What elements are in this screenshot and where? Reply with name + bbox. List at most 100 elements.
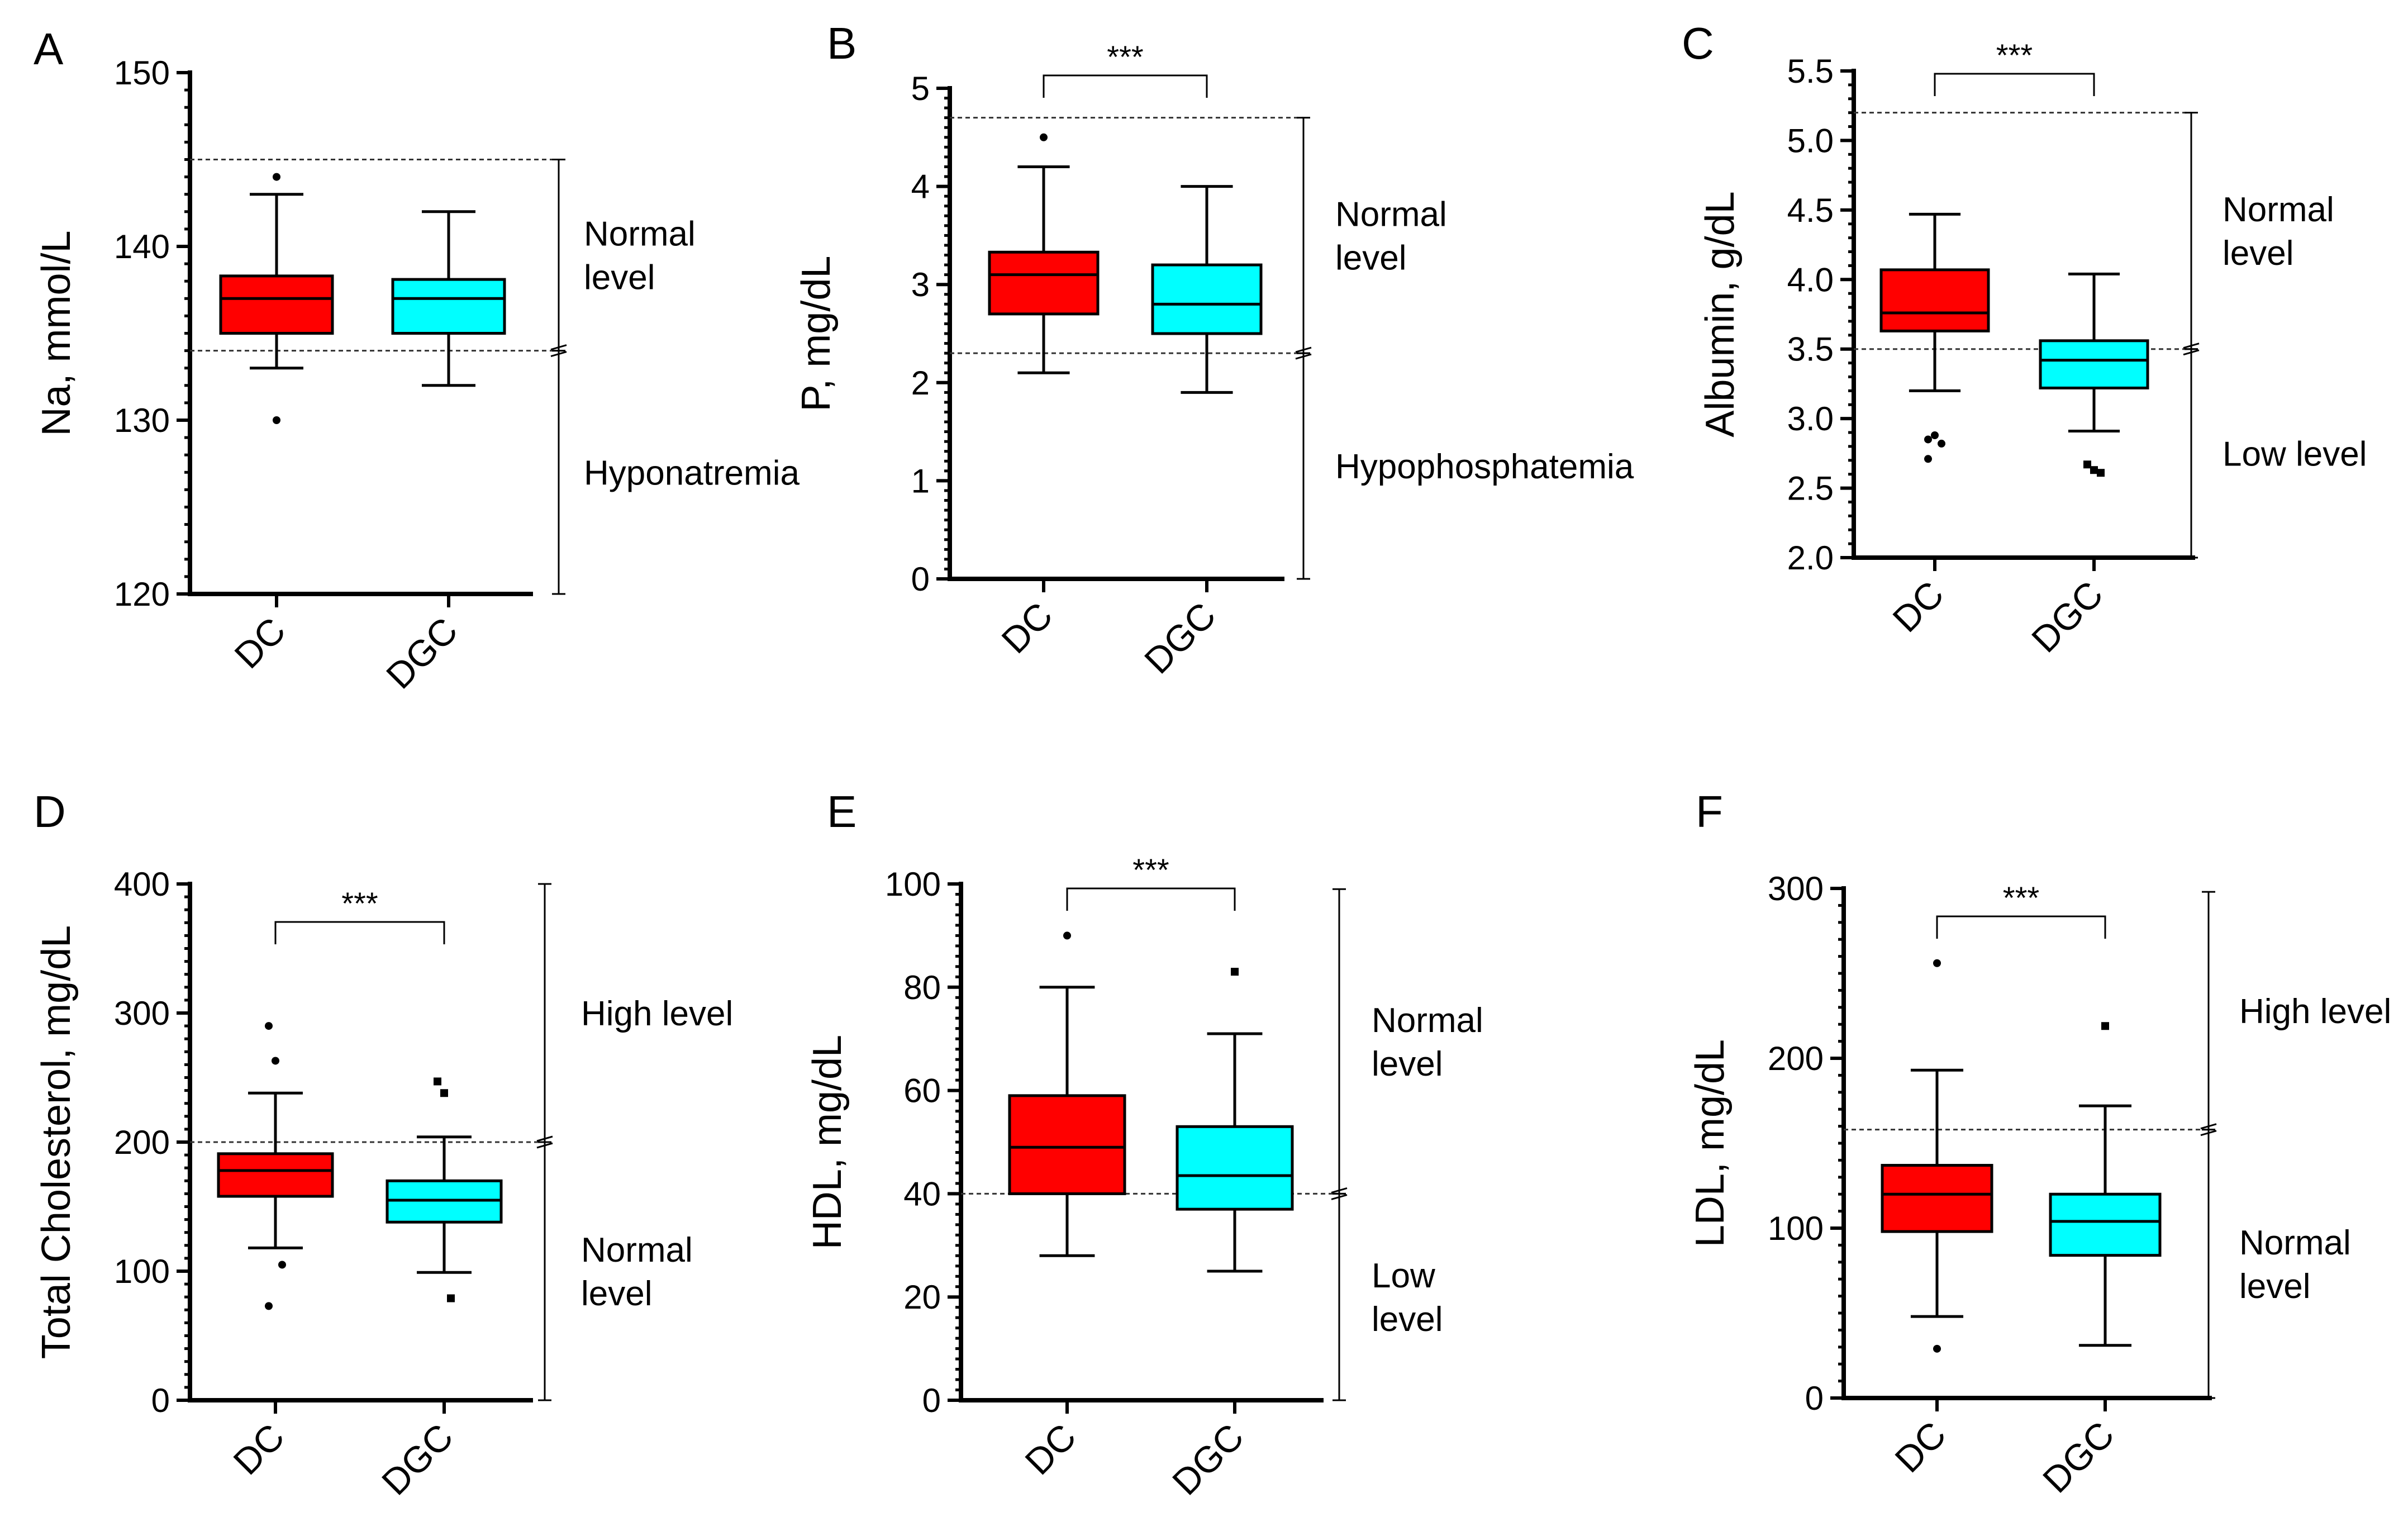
panel-letter: C [1682,18,1714,68]
x-category-label: DGC [374,1416,461,1503]
range-label: Normal [581,1231,693,1270]
range-label: level [1372,1300,1443,1339]
y-tick-label: 0 [1805,1380,1824,1417]
panel-f: F LDL, mg/dL 0 100 200 300 High level Normal lev… [1688,787,2391,1501]
x-category-label: DC [1887,1414,1954,1481]
range-label: level [584,259,655,297]
box-dgc [391,278,506,335]
y-tick-label: 4.0 [1787,261,1834,298]
range-label: Low level [2223,435,2367,473]
outlier-point [440,1089,448,1097]
range-label: Hypophosphatemia [1335,448,1634,486]
y-tick-label: 300 [1768,870,1824,907]
significance-bracket [274,921,445,944]
x-category-label: DC [226,610,293,677]
outlier-point [1063,931,1071,940]
range-label: Normal [1335,195,1447,234]
outlier-point [265,1022,273,1030]
panel-letter: A [34,24,64,74]
significance-bracket [1043,74,1208,98]
y-tick-label: 5.5 [1787,53,1834,90]
x-category-label: DC [1017,1416,1084,1483]
x-category-label: DC [225,1416,292,1483]
box-dc [1879,268,1990,332]
x-category-label: DGC [2035,1414,2122,1501]
outlier-point [434,1077,441,1086]
x-category-label: DC [993,595,1060,662]
outlier-point [1931,431,1939,440]
outlier-point [1933,959,1941,967]
y-tick-label: 400 [114,866,170,903]
y-tick-label: 130 [114,402,170,439]
box-dc [988,250,1100,316]
x-category-label: DGC [1136,595,1224,682]
significance-label: *** [2003,880,2039,915]
range-label: High level [581,995,733,1033]
outlier-point [273,173,280,181]
range-label: level [2239,1267,2311,1306]
box-dgc [2039,339,2149,389]
outlier-point [447,1294,455,1302]
y-tick-label: 200 [1768,1040,1824,1077]
panel-letter: F [1696,787,1723,836]
panel-b: B P, mg/dL 0 1 2 3 4 5 Normal level Hypophosphatem… [794,18,1634,682]
range-label: Normal [2223,191,2334,229]
axis-break-mark [2200,1123,2217,1137]
y-tick-label: 2 [911,364,930,402]
outlier-point [272,1057,279,1065]
box-dgc [1151,263,1263,335]
axis-break-mark [2183,343,2200,356]
y-tick-label: 1 [911,462,930,500]
y-tick-label: 150 [114,54,170,92]
y-tick-label: 120 [114,576,170,613]
outlier-point [1924,435,1932,444]
panel-c: C Albumin, g/dL 2.0 2.5 3.0 3.5 4.0 4.5 5.0 5.5 No… [1682,18,2367,660]
box-dgc [2049,1192,2162,1257]
y-tick-label: 140 [114,228,170,265]
y-tick-label: 0 [911,560,930,598]
y-tick-label: 60 [903,1072,941,1110]
y-tick-label: 0 [151,1382,170,1419]
significance-label: *** [1996,37,2033,73]
axis-break-mark [1295,346,1312,360]
y-tick-label: 0 [922,1382,941,1419]
x-category-label: DGC [1164,1416,1251,1503]
outlier-point [1924,455,1932,463]
y-axis-label: P, mg/dL [794,256,839,412]
outlier-point [2083,460,2091,469]
y-tick-label: 3.5 [1787,331,1834,368]
range-label: level [1372,1045,1443,1083]
range-label: Normal [584,215,696,254]
axis-break-mark [550,344,567,358]
outlier-point [2090,466,2098,474]
y-tick-label: 300 [114,995,170,1032]
panel-d: D Total Cholesterol, mg/dL 0 100 200 300 400 Hi… [34,787,733,1503]
panel-letter: E [827,787,856,836]
significance-bracket [1066,887,1236,911]
range-label: level [581,1275,653,1313]
y-axis-label: LDL, mg/dL [1688,1039,1733,1247]
outlier-point [1040,133,1048,141]
box-dgc [1176,1125,1294,1211]
outlier-point [265,1302,273,1310]
box-dc [219,274,334,335]
outlier-point [1231,968,1239,976]
y-tick-label: 100 [885,866,941,903]
y-tick-label: 40 [903,1175,941,1213]
y-tick-label: 3.0 [1787,400,1834,438]
outlier-point [1933,1344,1941,1353]
significance-label: *** [341,886,378,921]
y-tick-label: 80 [903,969,941,1006]
axis-break-mark [1331,1187,1348,1200]
y-tick-label: 200 [114,1124,170,1161]
significance-bracket [1934,73,2095,96]
range-label: High level [2239,992,2391,1031]
significance-label: *** [1132,852,1169,887]
y-tick-label: 4 [911,168,930,206]
y-tick-label: 5.0 [1787,122,1834,159]
outlier-point [1938,439,1945,448]
y-tick-label: 5 [911,70,930,107]
x-category-label: DGC [2024,573,2111,660]
panel-letter: D [34,787,66,836]
range-label: Normal [1372,1001,1483,1040]
